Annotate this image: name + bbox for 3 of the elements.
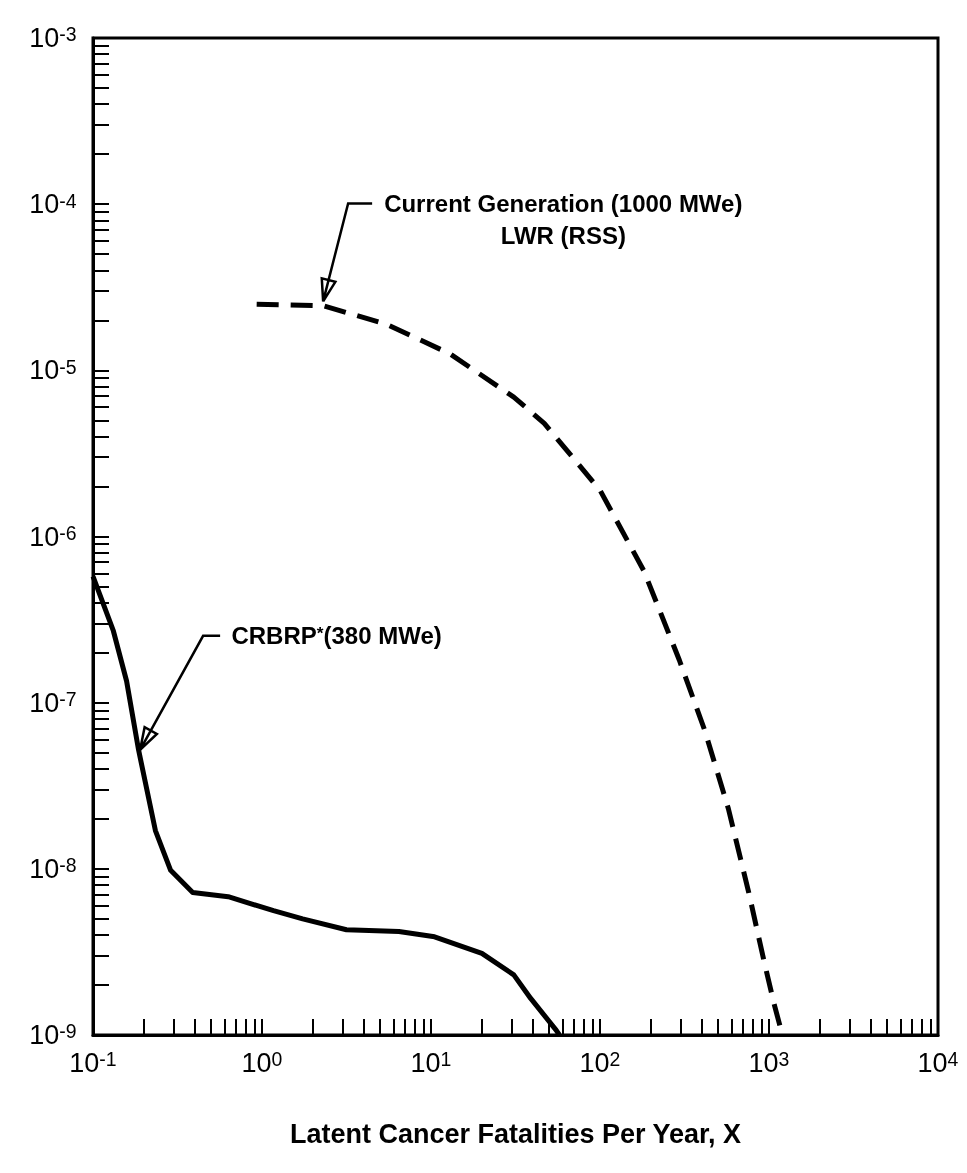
annotation: Current Generation (1000 MWe) LWR (RSS) [384, 189, 743, 250]
annotation: CRBRP*(380 MWe) [231, 622, 442, 650]
x-axis-title: Latent Cancer Fatalities Per Year, X [289, 1118, 742, 1149]
